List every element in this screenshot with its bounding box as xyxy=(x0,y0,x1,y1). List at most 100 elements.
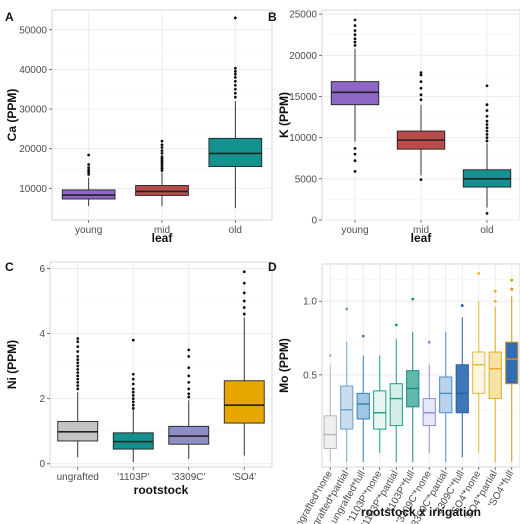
outlier-point xyxy=(477,271,481,275)
panel-letter: C xyxy=(5,260,14,274)
outlier-point xyxy=(87,153,91,157)
panel-letter: A xyxy=(5,10,14,24)
outlier-point xyxy=(485,119,489,123)
outlier-point xyxy=(233,91,237,95)
x-axis-label: rootstock xyxy=(134,483,189,497)
y-tick-label: 10000 xyxy=(19,184,47,195)
outlier-point xyxy=(493,299,497,303)
outlier-point xyxy=(427,340,431,344)
outlier-point xyxy=(485,123,489,126)
panel-letter: D xyxy=(268,260,277,274)
outlier-point xyxy=(242,270,246,274)
outlier-point xyxy=(76,364,80,368)
outlier-point xyxy=(353,29,357,32)
x-tick-label: ungrafted xyxy=(57,472,99,483)
outlier-point xyxy=(76,361,80,365)
x-tick-label: mid xyxy=(154,225,170,236)
outlier-point xyxy=(485,212,489,215)
outlier-point xyxy=(160,161,164,164)
box xyxy=(135,185,189,196)
outlier-point xyxy=(131,390,135,394)
outlier-point xyxy=(187,374,191,378)
x-tick-label: '1103P' xyxy=(117,472,149,483)
outlier-point xyxy=(485,139,489,143)
y-tick-label: 50000 xyxy=(19,25,47,36)
outlier-point xyxy=(353,40,357,44)
outlier-point xyxy=(328,354,332,357)
box xyxy=(455,364,469,414)
y-tick-label: 30000 xyxy=(19,105,47,116)
outlier-point xyxy=(242,291,246,295)
y-axis-label: Ni (PPM) xyxy=(5,340,19,389)
outlier-point xyxy=(187,354,191,358)
outlier-point xyxy=(233,75,237,79)
outlier-point xyxy=(419,86,423,90)
outlier-point xyxy=(76,371,80,375)
outlier-point xyxy=(160,159,164,162)
y-tick-label: 25000 xyxy=(289,10,317,21)
outlier-point xyxy=(353,146,357,150)
outlier-point xyxy=(131,338,135,342)
box xyxy=(439,376,453,414)
outlier-point xyxy=(242,306,246,309)
box xyxy=(168,425,210,445)
outlier-point xyxy=(233,66,237,70)
x-tick-label: young xyxy=(75,225,102,236)
y-tick-label: 1.0 xyxy=(303,297,317,308)
outlier-point xyxy=(160,167,164,170)
box xyxy=(373,390,387,430)
box xyxy=(323,415,337,449)
outlier-point xyxy=(485,136,489,140)
outlier-point xyxy=(233,72,237,76)
outlier-point xyxy=(160,152,164,155)
outlier-point xyxy=(76,354,80,358)
outlier-point xyxy=(485,84,489,88)
outlier-point xyxy=(76,387,80,391)
y-tick-label: 15000 xyxy=(289,92,317,103)
outlier-point xyxy=(131,394,135,397)
outlier-point xyxy=(419,80,423,84)
y-tick-label: 4 xyxy=(39,329,45,340)
x-tick-label: old xyxy=(229,225,242,236)
outlier-point xyxy=(87,168,91,172)
x-tick-label: old xyxy=(480,225,493,236)
outlier-point xyxy=(353,33,357,37)
outlier-point xyxy=(160,146,164,149)
outlier-point xyxy=(76,367,80,371)
outlier-point xyxy=(131,387,135,391)
outlier-point xyxy=(131,407,135,410)
outlier-point xyxy=(160,139,164,143)
box xyxy=(356,392,370,420)
x-tick-label: mid xyxy=(413,225,429,236)
outlier-point xyxy=(131,377,135,381)
outlier-point xyxy=(493,289,497,293)
outlier-point xyxy=(485,129,489,133)
y-axis-label: Mo (PPM) xyxy=(277,338,291,393)
outlier-point xyxy=(411,297,415,301)
box xyxy=(389,383,403,427)
x-axis-label: leaf xyxy=(152,231,174,245)
outlier-point xyxy=(160,155,164,159)
x-tick-label: '3309C' xyxy=(172,472,205,483)
box xyxy=(208,137,263,167)
outlier-point xyxy=(485,103,489,107)
panel-d: D0.51.0Mo (PPM)ungrafted*noneungrafted*p… xyxy=(268,260,520,524)
outlier-point xyxy=(160,169,164,172)
outlier-point xyxy=(160,163,164,166)
outlier-point xyxy=(233,16,237,20)
y-tick-label: 20000 xyxy=(289,51,317,62)
y-tick-label: 0.5 xyxy=(303,370,317,381)
x-tick-label: young xyxy=(341,225,368,236)
y-tick-label: 5000 xyxy=(295,174,318,185)
outlier-point xyxy=(131,400,135,404)
outlier-point xyxy=(233,70,237,73)
outlier-point xyxy=(160,143,164,147)
y-tick-label: 0 xyxy=(39,459,45,470)
outlier-point xyxy=(76,350,80,353)
outlier-point xyxy=(419,98,423,102)
outlier-point xyxy=(460,304,464,307)
panel-a: A 10000 20000 30000 40000 50000 Ca (PPM) young m… xyxy=(5,9,273,245)
outlier-point xyxy=(361,334,365,338)
outlier-point xyxy=(160,157,164,160)
